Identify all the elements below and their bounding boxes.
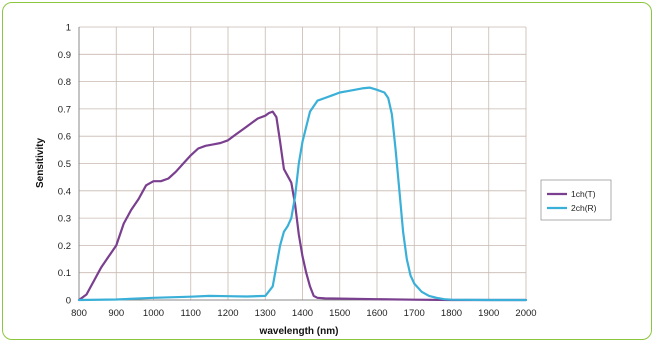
x-tick-label: 1700 <box>404 308 425 319</box>
x-tick-label: 1900 <box>478 308 499 319</box>
x-tick-label: 1100 <box>181 308 201 319</box>
y-tick-label: 0.4 <box>58 186 71 197</box>
y-tick-label: 0.2 <box>58 241 71 252</box>
tick-labels: 800 900 1000 1100 1200 1300 1400 1500 1600 1700 18… <box>58 23 537 320</box>
y-tick-label: 0.8 <box>58 77 71 88</box>
y-tick-label: 0.5 <box>58 159 71 170</box>
y-tick-label: 0.1 <box>58 268 71 279</box>
x-axis-label: wavelength (nm) <box>259 326 339 337</box>
x-tick-label: 1000 <box>143 308 164 319</box>
x-tick-label: 1300 <box>255 308 276 319</box>
y-axis-label: Sensitivity <box>35 138 46 188</box>
x-tick-label: 1200 <box>217 308 238 319</box>
x-tick-label: 800 <box>71 308 87 319</box>
y-tick-label: 0.9 <box>58 50 71 61</box>
series-lines <box>77 86 528 302</box>
y-tick-label: 1 <box>66 23 71 34</box>
chart-frame <box>2 2 652 340</box>
x-tick-label: 1800 <box>441 308 462 319</box>
legend-label-2: 2ch(R) <box>571 203 597 213</box>
legend-label-1: 1ch(T) <box>571 189 596 199</box>
legend: 1ch(T) 2ch(R) <box>540 179 612 221</box>
series-line-1 <box>77 110 528 302</box>
legend-box <box>540 179 612 221</box>
x-tick-label: 2000 <box>515 308 536 319</box>
y-tick-label: 0 <box>66 296 71 307</box>
x-tick-label: 1600 <box>366 308 387 319</box>
series-line-2 <box>77 86 528 302</box>
x-tick-label: 900 <box>108 308 124 319</box>
x-tick-label: 1400 <box>292 308 313 319</box>
y-tick-label: 0.6 <box>58 132 71 143</box>
x-tick-label: 1500 <box>329 308 350 319</box>
y-tick-label: 0.3 <box>58 214 71 225</box>
y-tick-label: 0.7 <box>58 104 71 115</box>
